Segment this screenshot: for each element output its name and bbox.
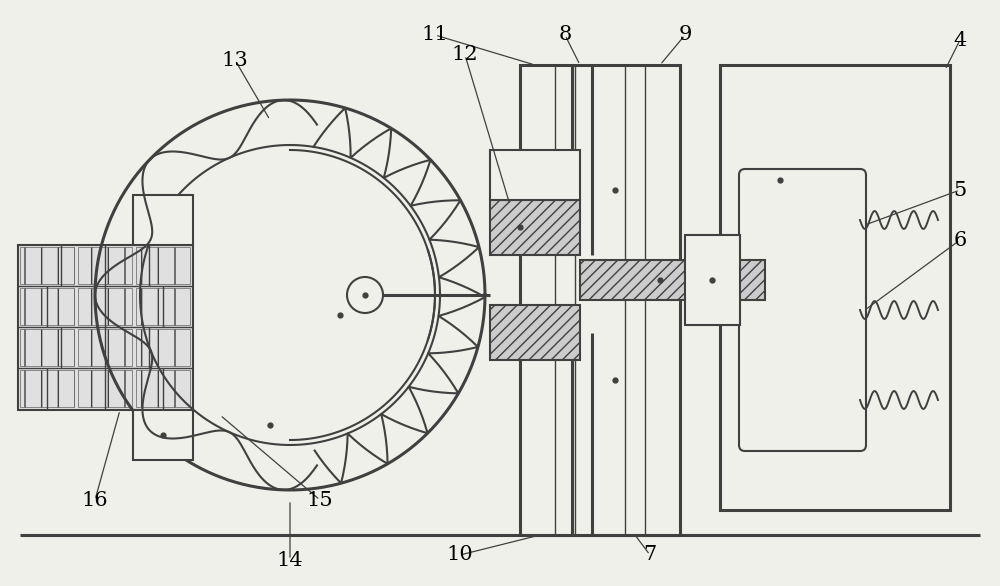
- Bar: [136, 288, 190, 325]
- Bar: [136, 247, 190, 284]
- Bar: [78, 329, 132, 366]
- Bar: [720, 65, 950, 510]
- Bar: [20, 370, 74, 407]
- Text: 4: 4: [953, 30, 967, 49]
- Bar: [78, 288, 132, 325]
- Text: 15: 15: [307, 490, 333, 509]
- Bar: [490, 150, 580, 200]
- Text: 12: 12: [452, 46, 478, 64]
- Circle shape: [347, 277, 383, 313]
- Bar: [78, 370, 132, 407]
- Bar: [133, 410, 193, 460]
- Bar: [580, 260, 765, 300]
- Bar: [20, 288, 74, 325]
- Bar: [78, 247, 132, 284]
- Bar: [133, 195, 193, 245]
- Bar: [520, 65, 680, 535]
- Text: 7: 7: [643, 546, 657, 564]
- Bar: [490, 305, 580, 360]
- Text: 16: 16: [82, 490, 108, 509]
- Text: 13: 13: [222, 50, 248, 70]
- Bar: [136, 370, 190, 407]
- Bar: [685, 235, 740, 325]
- Text: 14: 14: [277, 550, 303, 570]
- Text: 11: 11: [422, 26, 448, 45]
- Bar: [136, 329, 190, 366]
- Bar: [490, 200, 580, 255]
- Bar: [20, 247, 74, 284]
- Bar: [20, 329, 74, 366]
- Text: 5: 5: [953, 180, 967, 199]
- FancyBboxPatch shape: [739, 169, 866, 451]
- Bar: [18, 245, 193, 410]
- Text: 9: 9: [678, 26, 692, 45]
- Text: 6: 6: [953, 230, 967, 250]
- Text: 8: 8: [558, 26, 572, 45]
- Text: 10: 10: [447, 546, 473, 564]
